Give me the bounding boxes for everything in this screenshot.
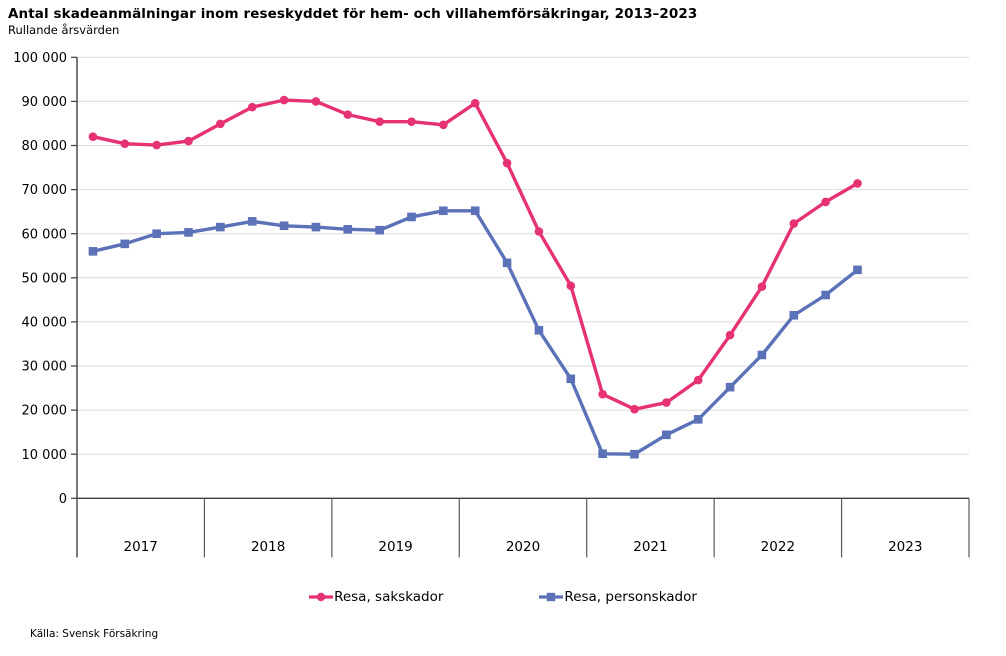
x-axis-year-label: 2017 [124, 539, 158, 555]
chart-legend: Resa, sakskador Resa, personskador [0, 589, 1006, 605]
data-point-marker-resa-sakskador [375, 117, 384, 126]
data-point-marker-resa-personskador [789, 310, 799, 320]
y-axis-label: 10 000 [22, 448, 68, 463]
y-axis-label: 100 000 [13, 51, 67, 66]
data-point-marker-resa-sakskador [120, 139, 130, 149]
data-point-marker-resa-personskador [152, 229, 161, 238]
data-point-marker-resa-sakskador [216, 119, 225, 129]
data-point-marker-resa-sakskador [279, 95, 289, 105]
line-chart-plot-area: 0 10 000 20 000 30 000 40 000 50 000 60 000 70 … [13, 51, 970, 558]
data-point-marker-resa-sakskador [311, 97, 321, 106]
source-note: Källa: Svensk Försäkring [30, 628, 159, 640]
data-point-marker-resa-personskador [566, 374, 576, 384]
data-point-marker-resa-sakskador [502, 158, 512, 168]
data-point-marker-resa-personskador [311, 222, 321, 232]
data-point-marker-resa-sakskador [566, 281, 576, 291]
y-axis-label: 70 000 [22, 183, 68, 198]
data-point-marker-resa-sakskador [247, 102, 257, 112]
data-point-marker-resa-personskador [343, 224, 353, 234]
data-point-marker-resa-sakskador [757, 282, 767, 291]
data-point-marker-resa-sakskador [693, 375, 703, 385]
data-point-marker-resa-personskador [184, 228, 193, 237]
data-point-marker-resa-personskador [375, 225, 384, 235]
legend-label-personskador: Resa, personskador [564, 589, 697, 605]
chart-title: Antal skadeanmälningar inom reseskyddet … [8, 6, 698, 22]
data-point-marker-resa-personskador [693, 415, 703, 424]
data-point-marker-resa-personskador [598, 449, 607, 459]
x-axis-year-label: 2021 [633, 539, 667, 555]
data-point-marker-resa-personskador [725, 382, 735, 392]
data-point-marker-resa-personskador [821, 290, 830, 300]
x-axis-year-label: 2020 [506, 539, 540, 555]
legend-marker-sakskador-icon [309, 592, 334, 602]
data-point-marker-resa-personskador [88, 247, 98, 256]
data-point-marker-resa-sakskador [853, 179, 862, 188]
y-axis-label: 40 000 [22, 316, 68, 331]
y-axis-label: 50 000 [22, 271, 68, 286]
data-point-marker-resa-sakskador [534, 227, 544, 236]
x-axis-year-label: 2022 [761, 539, 795, 555]
data-point-marker-resa-sakskador [184, 136, 193, 146]
y-axis-label: 90 000 [22, 95, 68, 110]
data-point-marker-resa-personskador [120, 239, 130, 249]
data-point-marker-resa-personskador [216, 222, 225, 232]
data-point-marker-resa-sakskador [789, 219, 799, 228]
x-axis-year-label: 2023 [888, 539, 922, 555]
data-point-marker-resa-personskador [247, 217, 257, 226]
legend-label-sakskador: Resa, sakskador [334, 589, 444, 605]
data-point-marker-resa-sakskador [662, 398, 671, 407]
y-axis-label: 30 000 [22, 360, 68, 375]
data-point-marker-resa-sakskador [343, 110, 353, 119]
y-axis-label: 80 000 [22, 139, 68, 154]
data-point-marker-resa-personskador [662, 430, 671, 440]
data-point-marker-resa-sakskador [725, 330, 735, 340]
x-axis-year-label: 2019 [378, 539, 412, 555]
data-point-marker-resa-personskador [279, 221, 289, 231]
x-axis-year-label: 2018 [251, 539, 285, 555]
data-point-marker-resa-personskador [407, 212, 416, 222]
data-point-marker-resa-personskador [470, 206, 480, 216]
series-line-resa-personskador [91, 209, 860, 456]
data-point-marker-resa-sakskador [407, 117, 416, 126]
data-point-marker-resa-sakskador [630, 404, 639, 414]
legend-item-sakskador: Resa, sakskador [309, 589, 443, 605]
data-point-marker-resa-personskador [534, 325, 544, 335]
data-point-marker-resa-sakskador [821, 197, 830, 207]
data-point-marker-resa-personskador [757, 350, 767, 360]
data-point-marker-resa-sakskador [152, 140, 161, 150]
data-point-marker-resa-personskador [439, 206, 448, 216]
data-point-marker-resa-personskador [630, 449, 639, 459]
chart-subtitle: Rullande årsvärden [8, 23, 120, 37]
y-axis-label: 20 000 [22, 404, 68, 419]
data-point-marker-resa-sakskador [598, 389, 607, 399]
data-point-marker-resa-personskador [853, 265, 862, 275]
legend-marker-personskador-icon [539, 592, 564, 602]
y-axis-label: 60 000 [22, 227, 68, 242]
legend-item-personskador: Resa, personskador [539, 589, 697, 605]
y-axis-label: 0 [59, 492, 67, 507]
series-line-resa-sakskador [91, 98, 860, 411]
data-point-marker-resa-personskador [502, 258, 512, 268]
data-point-marker-resa-sakskador [88, 132, 98, 141]
data-point-marker-resa-sakskador [439, 120, 448, 130]
data-point-marker-resa-sakskador [470, 98, 480, 108]
